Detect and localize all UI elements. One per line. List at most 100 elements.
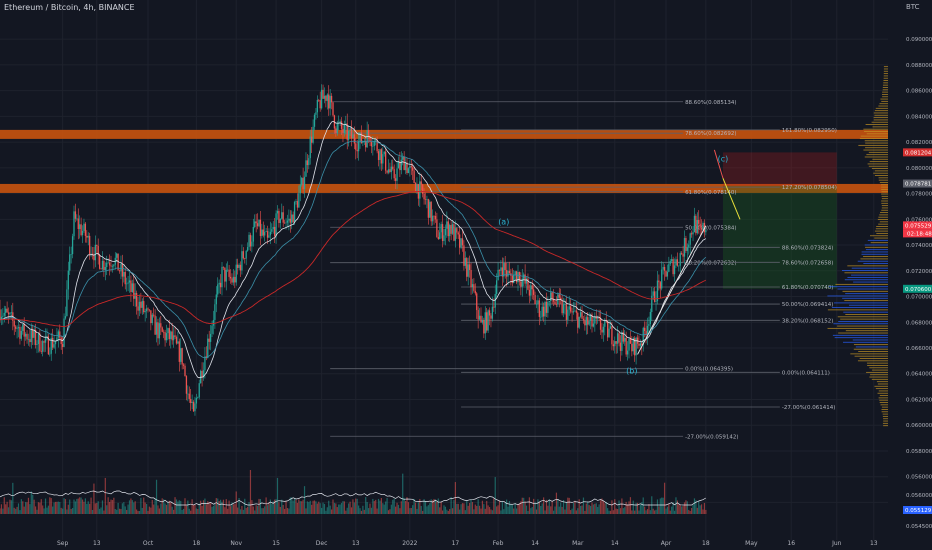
volume-bar [424, 501, 427, 514]
candle-body [326, 94, 328, 101]
volume-bar [227, 508, 229, 514]
candle-body [23, 324, 25, 337]
volume-bar [96, 502, 98, 514]
candle-body [525, 278, 528, 284]
volume-bar [348, 503, 350, 514]
volume-profile-bar [857, 360, 888, 362]
candle-body [17, 327, 20, 329]
volume-bar [276, 477, 279, 514]
volume-bar [400, 501, 402, 514]
volume-bar [544, 510, 546, 514]
candle-body [552, 299, 555, 302]
volume-bar [188, 508, 190, 514]
volume-bar [380, 497, 382, 514]
fib-level-label: 88.60%(0.085134) [685, 100, 737, 106]
volume-profile-bar [832, 334, 888, 336]
candle-body [693, 215, 696, 233]
candle-body [572, 311, 575, 313]
candle-body [3, 312, 5, 316]
candle-body [514, 271, 516, 275]
volume-bar [214, 503, 216, 514]
candle-body [288, 218, 290, 221]
candle-body [498, 269, 501, 271]
volume-profile-bar [878, 390, 888, 392]
volume-bar [309, 500, 311, 514]
volume-bar [457, 503, 459, 514]
volume-profile-bar [883, 68, 888, 70]
candle-body [153, 314, 155, 316]
volume-bar [71, 508, 74, 514]
candle-body [699, 223, 701, 228]
candle-body [131, 283, 133, 293]
volume-bar [517, 504, 519, 514]
candle-body [286, 220, 289, 223]
volume-bar [242, 509, 244, 514]
candle-body [32, 329, 34, 338]
candle-body [473, 284, 475, 291]
candle-body [165, 333, 168, 341]
volume-bar [208, 502, 210, 514]
volume-profile-bar [851, 274, 888, 276]
volume-bar [550, 506, 552, 514]
price-axis[interactable]: 0.090000 0.088000 0.086000 0.084000 0.082000… [903, 37, 932, 530]
volume-bar [601, 498, 603, 514]
volume-profile-bar [865, 124, 888, 125]
candle-body [249, 234, 252, 247]
volume-bar [247, 506, 249, 514]
candle-body [612, 344, 614, 347]
candle-body [387, 169, 390, 173]
candle-body [403, 156, 405, 171]
candle-body [477, 310, 479, 320]
volume-profile-bar [881, 205, 888, 207]
volume-bar [597, 506, 599, 514]
candle-body [464, 258, 466, 266]
candle-body [148, 309, 151, 311]
volume-bar [312, 500, 314, 514]
candle-body [107, 262, 109, 264]
candle-body [110, 265, 112, 267]
candle-body [301, 177, 303, 185]
candle-body [164, 332, 166, 341]
volume-bar [120, 508, 122, 514]
volume-bar [577, 508, 579, 514]
candle-body [689, 233, 691, 245]
candle-body [399, 161, 401, 171]
candle-body [454, 228, 457, 241]
volume-bar [626, 504, 629, 514]
candle-body [10, 312, 13, 314]
candle-body [682, 253, 684, 257]
volume-bar [592, 504, 595, 514]
volume-bar [588, 505, 590, 514]
volume-bar [140, 497, 142, 514]
volume-bar [409, 508, 411, 514]
volume-bar [57, 501, 59, 514]
candle-body [229, 276, 232, 279]
candle-body [232, 276, 235, 283]
volume-bar [201, 505, 203, 514]
volume-bar [433, 498, 435, 514]
volume-profile-bar [841, 270, 888, 271]
candle-body [695, 215, 697, 234]
wave-labels: (a) (b) (c) [498, 154, 728, 375]
candle-body [504, 263, 506, 271]
trendlines[interactable] [637, 149, 741, 355]
volume-bar [339, 504, 341, 514]
candle-body [128, 280, 131, 283]
candle-body [656, 280, 659, 302]
fibonacci-levels[interactable]: 88.60%(0.085134) 78.60%(0.082692) 61.80%(0… [330, 100, 837, 440]
position-box[interactable] [722, 152, 837, 289]
volume-profile-bar [847, 265, 888, 267]
fib-level-label: 127.20%(0.078504) [782, 185, 837, 191]
volume-bar [23, 506, 25, 514]
candle-body [389, 169, 391, 173]
candle-body [49, 353, 51, 355]
volume-bar [570, 510, 572, 514]
volume-bar [525, 505, 528, 514]
time-axis[interactable]: Sep 13 Oct 18 Nov 15 Dec 13 2022 17 Feb 14 Mar 14 Apr 1… [57, 540, 878, 547]
candle-body [550, 292, 552, 301]
volume-bar [671, 506, 673, 514]
volume-bar [225, 499, 227, 514]
candle-body [252, 226, 254, 242]
candle-body [241, 251, 243, 271]
